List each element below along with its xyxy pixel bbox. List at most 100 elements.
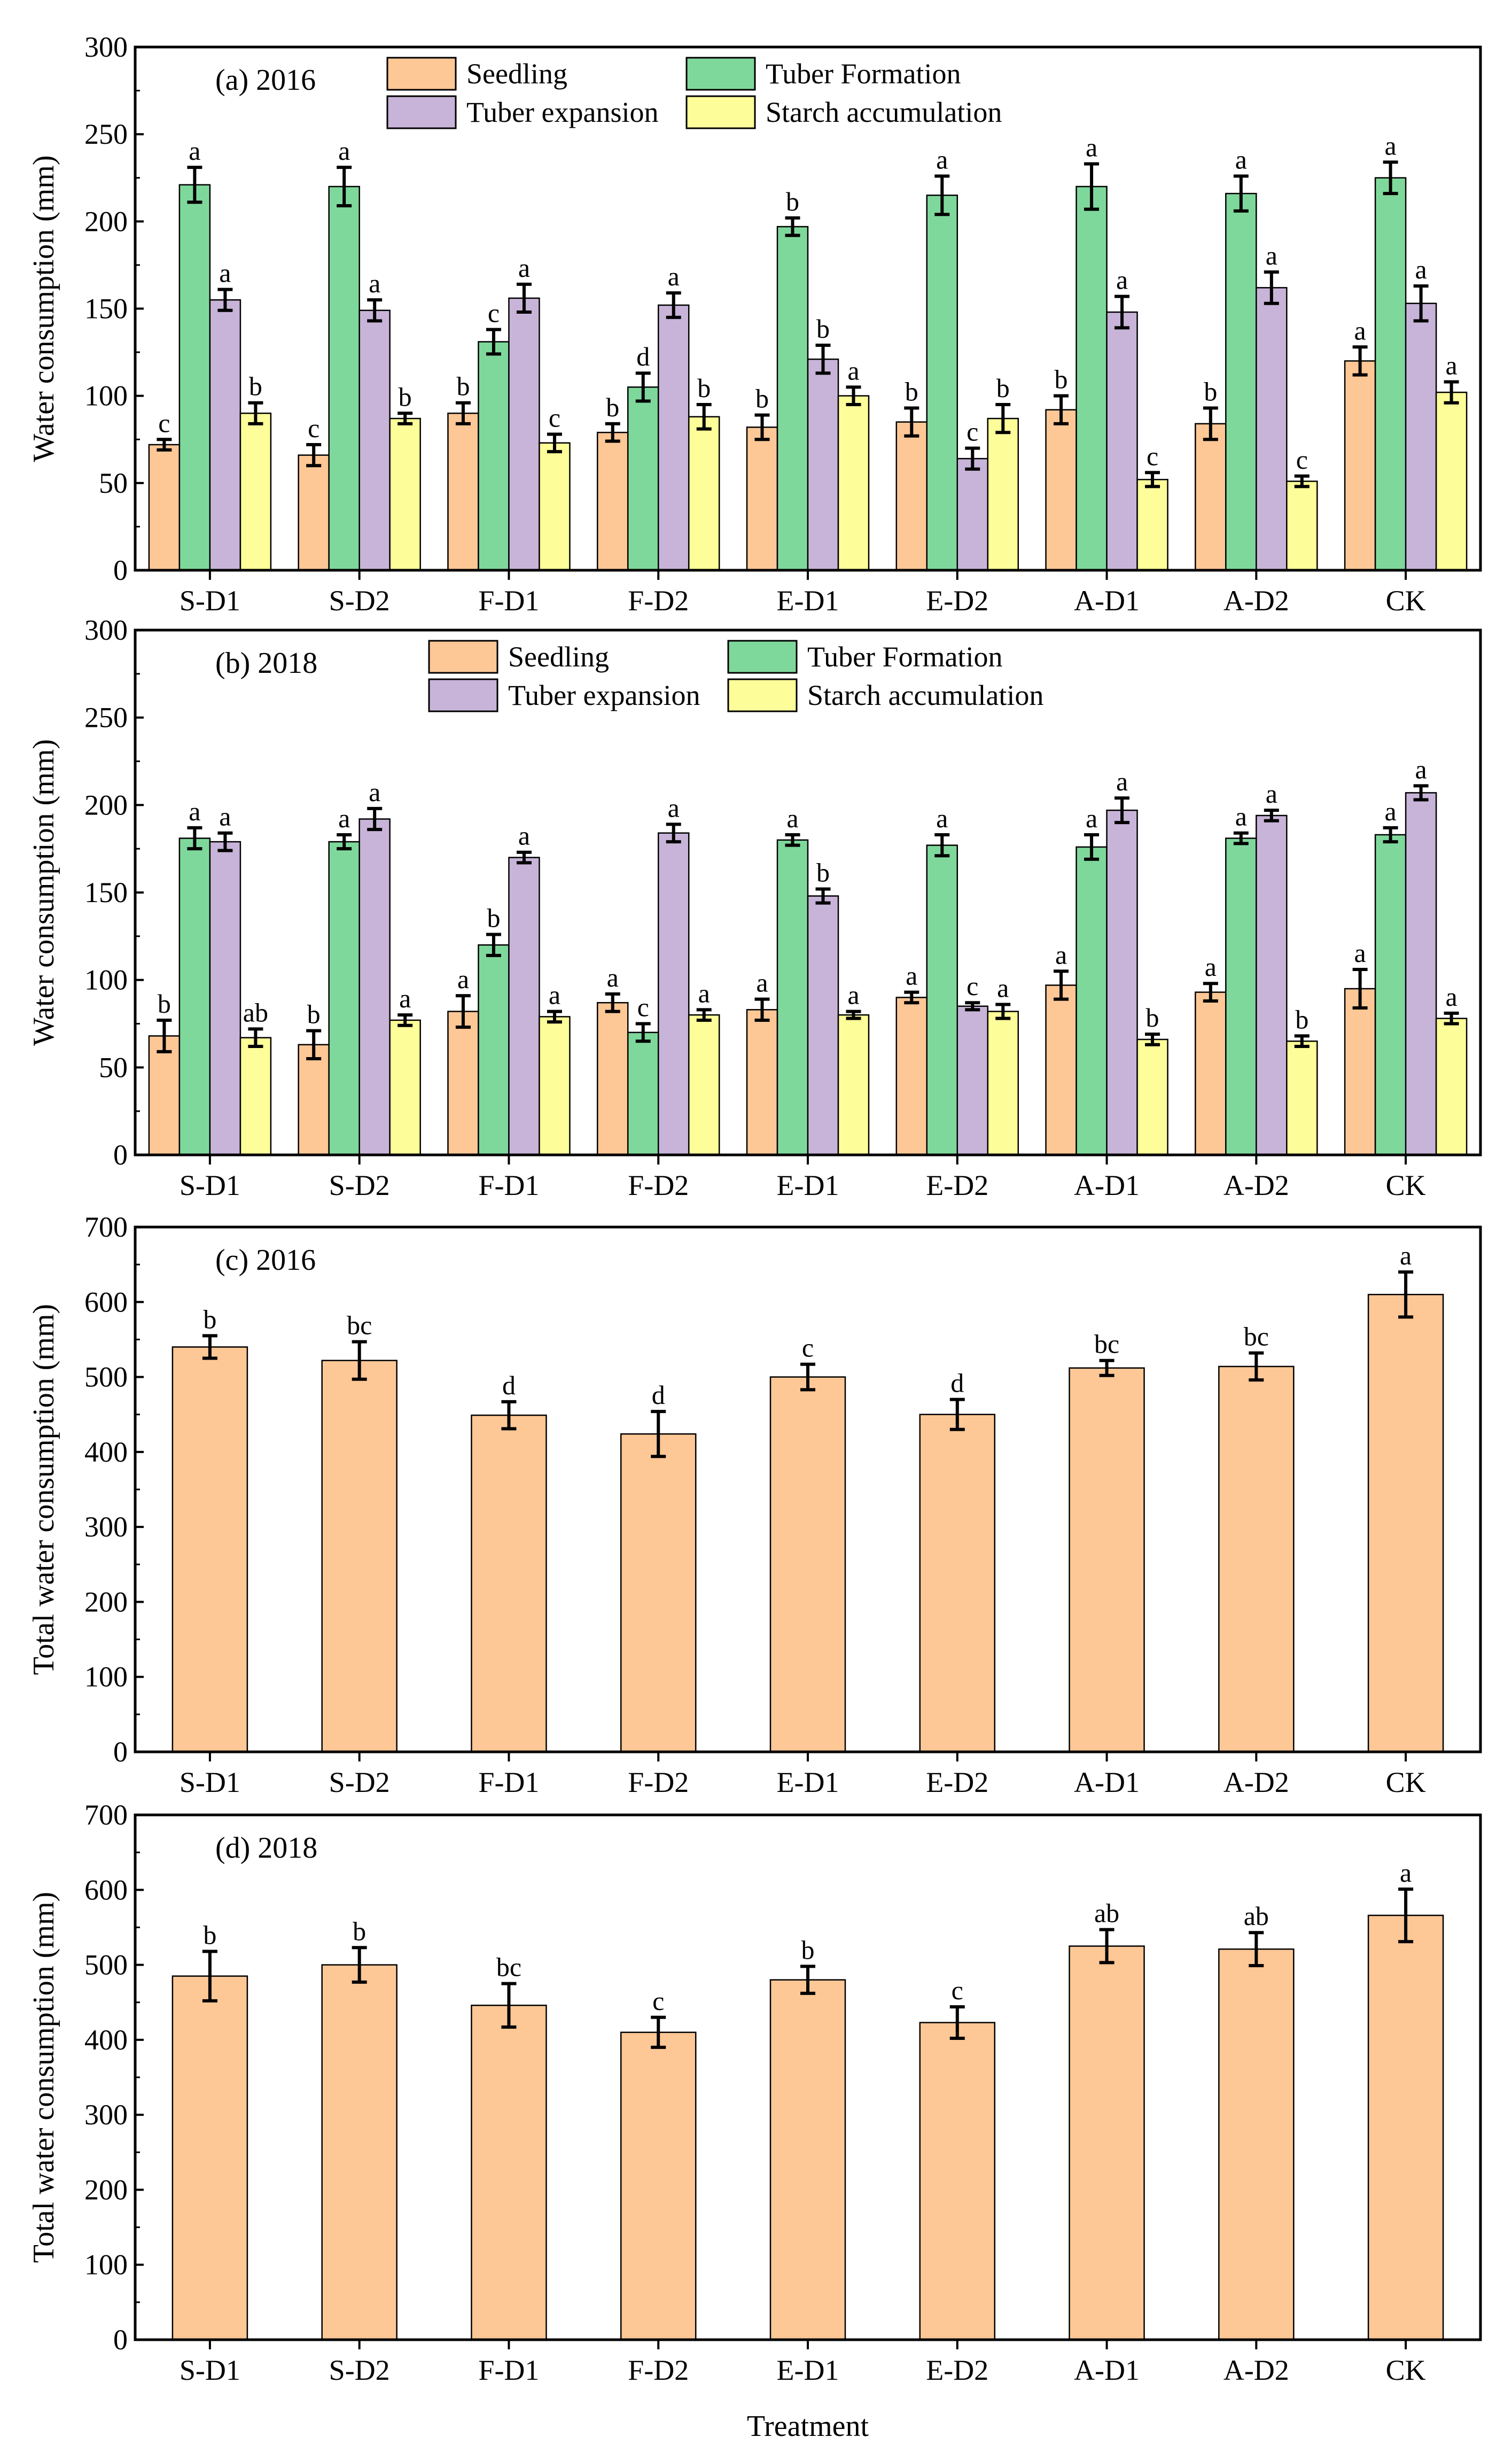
significance-letter: c [158,408,170,438]
error-bar [157,1018,172,1053]
significance-letter: ab [1244,1901,1269,1931]
y-tick-label: 200 [84,2174,128,2206]
significance-letter: b [203,1304,216,1334]
legend-swatch [685,95,756,129]
x-tick-label: CK [1386,1169,1426,1201]
error-bar [1444,1011,1459,1026]
x-tick-label: E-D2 [926,2354,988,2386]
x-tick-label: E-D1 [777,1766,839,1798]
error-bar [306,1029,322,1060]
panel-c: b bc d d c d bc bc a 0 100 200 300 400 500 600 700 S-D1 S-… [27,1211,1482,1798]
bar-seedling [447,1011,479,1156]
error-bar [547,1010,562,1024]
bar-tuber-expansion [1256,287,1288,571]
significance-letter: a [1354,315,1366,345]
significance-letter: b [606,392,619,422]
significance-letter: a [1400,1858,1412,1888]
x-tick-label: A-D1 [1074,1766,1140,1798]
bar-tuber-formation [926,195,958,571]
significance-letter: a [668,793,680,822]
legend-swatch [386,95,457,129]
bar-starch-accumulation [1286,480,1318,571]
significance-letter: a [1205,952,1217,982]
error-bar [696,402,712,431]
y-axis-label: Total water consumption (mm) [27,1304,60,1675]
bar-tuber-expansion [508,297,540,571]
bar-tuber-expansion [358,818,391,1156]
bar-tuber-expansion [1106,809,1138,1156]
error-bar [367,298,383,323]
bar-starch-accumulation [389,1019,421,1156]
bar-tuber-formation [178,184,211,571]
significance-letter: a [786,803,798,833]
significance-letter: b [996,373,1010,403]
bar-seedling [1344,360,1376,571]
error-bar [949,2005,965,2040]
error-bar [1099,1359,1114,1377]
error-bar [1413,284,1429,323]
bar-seedling [746,1009,778,1156]
significance-letter: b [816,857,830,887]
y-tick-label: 200 [84,205,128,237]
error-bar [754,413,770,441]
error-bar [202,1334,217,1360]
significance-letter: a [1446,982,1458,1012]
error-bar [666,822,681,844]
significance-letter: bc [496,1952,521,1982]
x-tick-label: E-D2 [926,1169,988,1201]
bar-tuber-expansion [209,841,241,1156]
x-tick-label: F-D1 [478,1766,539,1798]
error-bar [934,833,950,858]
significance-letter: a [369,777,380,807]
significance-letter: a [847,355,859,385]
error-bar [815,887,831,905]
significance-letter: b [1295,1004,1308,1034]
error-bar [605,422,620,443]
bar-tuber-formation [926,844,958,1156]
error-bar [1054,969,1069,1001]
y-tick-label: 300 [84,614,128,646]
legend-swatch [685,57,756,91]
error-bar [934,174,950,216]
x-tick-label: A-D2 [1223,1766,1289,1798]
bar-tuber-expansion [1405,792,1437,1156]
x-tick-label: A-D1 [1074,2354,1140,2386]
bar-tuber-formation [1374,834,1407,1156]
error-bar [1084,833,1100,861]
bar-tuber-expansion [657,832,690,1156]
bar-starch-accumulation [539,1016,571,1156]
x-tick-label: F-D2 [628,1169,689,1201]
error-bar [367,806,383,832]
x-tick-label: S-D1 [180,2354,240,2386]
bar-starch-accumulation [389,417,421,571]
x-tick-label: F-D1 [478,2354,539,2386]
significance-letter: a [1400,1240,1412,1270]
error-bar [1383,160,1398,196]
x-tick-label: S-D1 [180,1169,240,1201]
y-tick-label: 50 [99,467,128,499]
x-tick-label: E-D1 [777,585,839,617]
significance-letter: bc [1094,1329,1119,1359]
error-bar [187,826,202,851]
bar-seedling [1195,423,1227,571]
error-bar [965,446,980,471]
bar-total [471,2005,547,2341]
bar-tuber-formation [627,1031,659,1156]
error-bar [949,1398,965,1431]
x-tick-label: CK [1386,1766,1426,1798]
significance-letter: c [308,413,319,443]
significance-letter: a [1415,254,1427,284]
y-tick-label: 100 [84,2249,128,2281]
bar-tuber-formation [478,341,510,571]
significance-letter: b [1204,377,1217,407]
legend-label: Starch accumulation [766,96,1002,128]
panel-title: (b) 2018 [215,647,317,680]
bar-tuber-formation [1225,837,1257,1156]
bar-tuber-expansion [1405,302,1437,571]
bar-total [321,1360,398,1753]
y-tick-label: 0 [113,1736,128,1768]
y-tick-label: 300 [84,1511,128,1543]
significance-letter: a [936,144,948,174]
significance-letter: bc [1244,1322,1269,1352]
